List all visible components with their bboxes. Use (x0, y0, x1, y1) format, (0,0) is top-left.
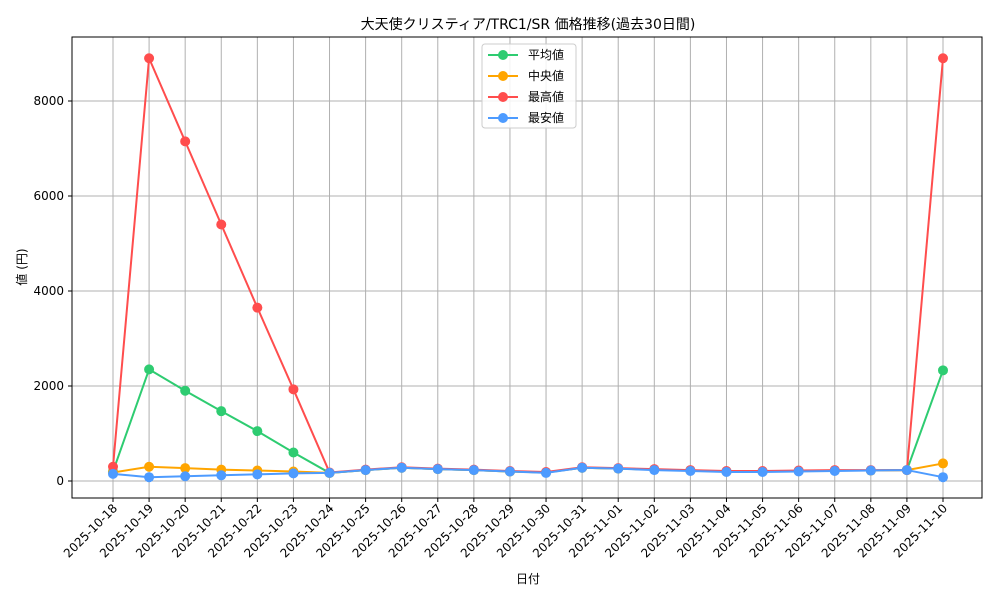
series-layer (108, 53, 948, 483)
data-point (144, 461, 155, 472)
legend-marker-icon (498, 50, 508, 60)
data-point (685, 466, 696, 477)
legend-label: 中央値 (528, 68, 564, 83)
data-point (938, 365, 948, 376)
data-point (252, 302, 263, 313)
data-point (504, 466, 515, 477)
data-point (938, 472, 948, 483)
data-point (108, 461, 118, 472)
series-line (112, 466, 944, 479)
data-point (649, 465, 660, 476)
plot-frame (71, 36, 983, 499)
data-point (577, 462, 588, 473)
data-point (252, 469, 263, 480)
series-line (112, 367, 944, 474)
legend-item: 最高値 (488, 89, 564, 104)
legend-item: 平均値 (488, 47, 564, 62)
legend-item: 最安値 (488, 110, 564, 125)
legend-label: 最高値 (528, 89, 564, 104)
data-point (901, 465, 912, 476)
y-tick-label: 8000 (33, 94, 64, 108)
data-point (144, 472, 155, 483)
data-point (829, 466, 840, 477)
data-point (144, 364, 155, 375)
data-point (432, 464, 443, 475)
y-tick-label: 4000 (33, 284, 64, 298)
y-tick-label: 6000 (33, 189, 64, 203)
x-axis-label: 日付 (516, 572, 540, 586)
y-tick-label: 0 (56, 474, 64, 488)
x-axis: 2025-10-182025-10-192025-10-202025-10-21… (61, 498, 950, 560)
legend-label: 平均値 (528, 47, 564, 62)
y-axis: 0 2000 4000 6000 8000 (33, 94, 72, 488)
data-point (252, 426, 263, 437)
data-point (216, 219, 227, 230)
legend-marker-icon (498, 71, 508, 81)
data-point (180, 136, 191, 147)
data-point (288, 447, 299, 458)
data-point (216, 470, 227, 481)
data-point (938, 458, 948, 469)
data-point (865, 465, 876, 476)
y-axis-label: 値 (円) (14, 248, 29, 285)
data-point (468, 465, 479, 476)
series-最安値 (108, 462, 948, 483)
series-平均値 (108, 364, 948, 478)
data-point (216, 406, 227, 417)
data-point (360, 465, 371, 476)
data-point (324, 467, 335, 478)
data-point (757, 466, 768, 477)
legend-box (481, 43, 577, 129)
data-point (180, 471, 191, 482)
y-tick-label: 2000 (33, 379, 64, 393)
data-point (938, 53, 948, 64)
data-point (721, 466, 732, 477)
data-point (613, 463, 624, 474)
data-point (288, 468, 299, 479)
data-point (180, 385, 191, 396)
legend-marker-icon (498, 113, 508, 123)
data-point (180, 463, 191, 474)
data-point (793, 466, 804, 477)
chart-title: 大天使クリスティア/TRC1/SR 価格推移(過去30日間) (361, 16, 696, 33)
legend-label: 最安値 (528, 110, 564, 125)
data-point (541, 467, 552, 478)
legend-item: 中央値 (488, 68, 564, 83)
grid-lines (72, 37, 982, 498)
legend-marker-icon (498, 92, 508, 102)
data-point (144, 53, 155, 64)
data-point (108, 468, 118, 479)
data-point (396, 462, 407, 473)
data-point (288, 384, 299, 395)
